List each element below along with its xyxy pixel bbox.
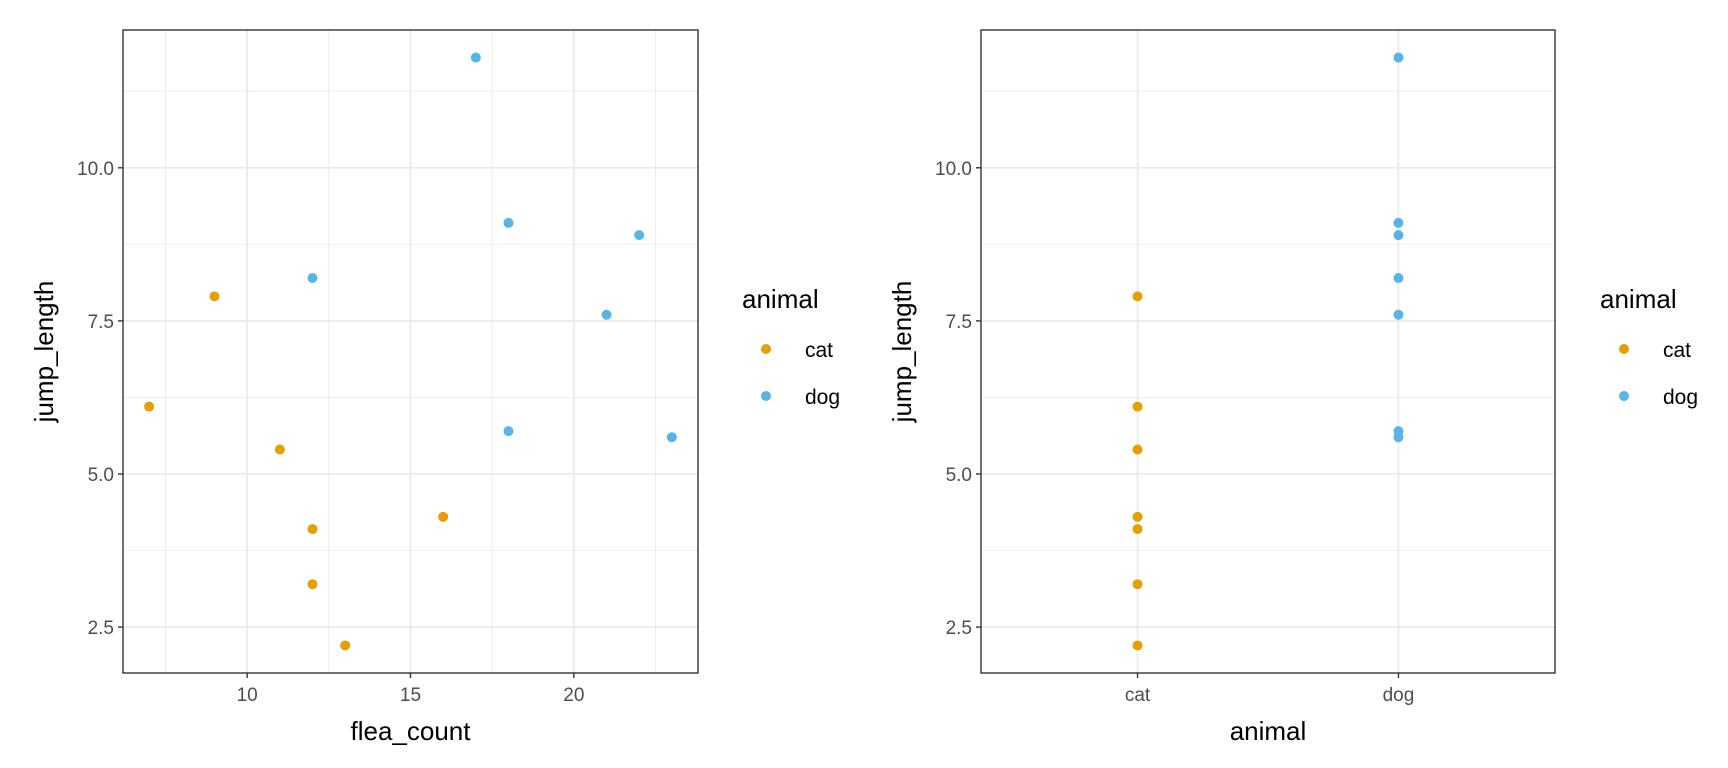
- data-point-dog: [1393, 432, 1404, 443]
- data-point-cat: [1132, 524, 1143, 535]
- y-tick-label: 5.0: [946, 465, 972, 486]
- y-tick-label: 10.0: [935, 159, 972, 180]
- data-point-cat: [274, 444, 285, 455]
- legend-key-dog: [1619, 391, 1629, 401]
- legend-label-cat: cat: [805, 339, 833, 362]
- data-point-dog: [1393, 309, 1404, 320]
- data-point-cat: [209, 291, 220, 302]
- data-point-dog: [1393, 217, 1404, 228]
- data-point-dog: [666, 432, 677, 443]
- data-point-cat: [1132, 401, 1143, 412]
- panel-border: [980, 29, 1556, 674]
- y-tick-label: 7.5: [88, 312, 114, 333]
- x-axis-title: animal: [1230, 716, 1307, 746]
- legend-label-dog: dog: [1663, 386, 1698, 409]
- y-tick-label: 2.5: [946, 618, 972, 639]
- x-tick-label: dog: [1383, 685, 1415, 706]
- x-tick-label: 20: [563, 685, 584, 706]
- data-point-cat: [1132, 444, 1143, 455]
- x-tick-label: cat: [1125, 685, 1151, 706]
- data-point-cat: [438, 511, 449, 522]
- legend-key-cat: [761, 344, 771, 354]
- data-point-cat: [307, 524, 318, 535]
- data-point-cat: [144, 401, 155, 412]
- data-point-dog: [634, 230, 645, 241]
- data-point-cat: [1132, 579, 1143, 590]
- data-point-cat: [1132, 640, 1143, 651]
- data-point-cat: [1132, 291, 1143, 302]
- x-axis-title: flea_count: [351, 716, 472, 746]
- x-tick-label: 10: [237, 685, 258, 706]
- panel-1: 2.5 5.0 7.5 10.0 10 15 20 flea_count jump_length…: [29, 29, 840, 746]
- data-point-dog: [1393, 52, 1404, 63]
- legend: animal cat dog: [1600, 284, 1698, 409]
- data-point-cat: [340, 640, 351, 651]
- legend-key-cat: [1619, 344, 1629, 354]
- panel-background: [981, 30, 1555, 673]
- legend: animal cat dog: [742, 284, 840, 409]
- data-point-dog: [307, 273, 318, 284]
- data-point-cat: [1132, 511, 1143, 522]
- y-tick-label: 7.5: [946, 312, 972, 333]
- data-point-dog: [601, 309, 612, 320]
- legend-title: animal: [742, 284, 819, 314]
- data-point-dog: [1393, 230, 1404, 241]
- data-point-dog: [470, 52, 481, 63]
- data-point-dog: [503, 217, 514, 228]
- y-tick-label: 5.0: [88, 465, 114, 486]
- legend-label-cat: cat: [1663, 339, 1691, 362]
- y-tick-label: 2.5: [88, 618, 114, 639]
- data-point-dog: [1393, 273, 1404, 284]
- data-point-cat: [307, 579, 318, 590]
- data-point-dog: [503, 426, 514, 437]
- legend-key-dog: [761, 391, 771, 401]
- y-axis-title: jump_length: [29, 281, 59, 424]
- y-axis-title: jump_length: [887, 281, 917, 424]
- y-tick-label: 10.0: [77, 159, 114, 180]
- x-tick-label: 15: [400, 685, 421, 706]
- legend-title: animal: [1600, 284, 1677, 314]
- legend-label-dog: dog: [805, 386, 840, 409]
